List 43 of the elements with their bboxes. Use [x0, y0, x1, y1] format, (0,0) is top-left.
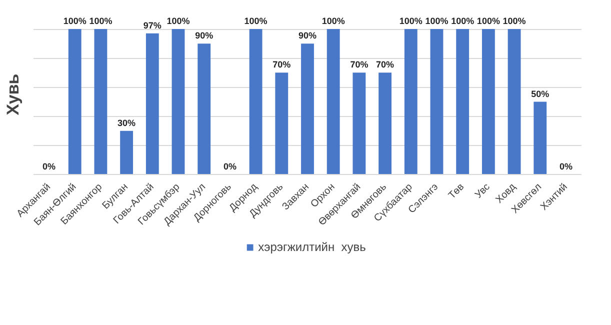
bar	[68, 29, 82, 174]
bar	[534, 102, 547, 174]
data-label: 50%	[531, 88, 550, 99]
bar	[456, 29, 470, 174]
data-label: 100%	[166, 16, 190, 26]
data-label: 70%	[376, 60, 394, 70]
data-label: 30%	[118, 118, 136, 128]
data-label: 0%	[559, 162, 572, 172]
data-label: 90%	[195, 30, 214, 41]
data-label: 97%	[143, 20, 162, 30]
bar	[326, 29, 340, 174]
bar	[404, 29, 418, 174]
data-label: 100%	[399, 16, 422, 26]
data-label: 70%	[272, 60, 291, 70]
bar	[352, 72, 366, 174]
data-label: 100%	[476, 16, 500, 26]
bar	[172, 29, 185, 174]
x-tick-label: Төв	[446, 182, 466, 202]
bar	[198, 44, 211, 174]
data-label: 100%	[322, 16, 345, 26]
bar	[430, 29, 444, 174]
legend-label: хэрэгжилтийн хувь	[258, 240, 366, 254]
bar	[275, 72, 288, 174]
bar	[120, 130, 134, 174]
data-label: 0%	[223, 162, 236, 172]
data-label: 100%	[63, 16, 86, 26]
bar	[146, 33, 159, 174]
data-label: 90%	[298, 30, 317, 41]
data-label: 100%	[451, 16, 474, 26]
data-label: 100%	[89, 16, 112, 26]
bar	[249, 29, 262, 174]
bar	[94, 29, 108, 174]
data-label: 70%	[350, 60, 368, 70]
data-label: 100%	[244, 16, 268, 26]
data-label: 100%	[425, 16, 448, 26]
bar	[482, 29, 495, 174]
x-tick-label: Увс	[473, 182, 492, 201]
bar	[378, 72, 392, 174]
y-axis-title: Хувь	[4, 74, 22, 116]
data-label: 100%	[502, 16, 526, 26]
bar	[508, 29, 521, 174]
data-label: 0%	[42, 162, 56, 172]
bar	[301, 44, 314, 174]
